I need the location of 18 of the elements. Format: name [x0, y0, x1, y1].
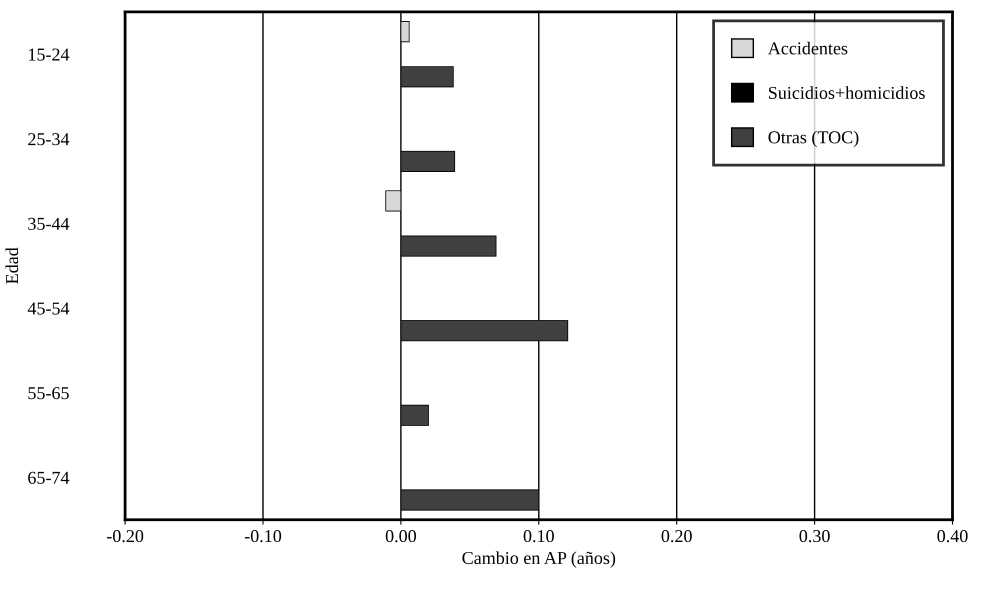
x-axis-title: Cambio en AP (años) — [462, 551, 616, 568]
legend-label: Otras (TOC) — [768, 130, 858, 148]
y-axis-title: Edad — [5, 247, 18, 284]
x-tick-label: 0.40 — [937, 530, 968, 542]
x-tick-label: 0.10 — [524, 530, 554, 542]
y-tick-label: 45-54 — [28, 302, 70, 315]
x-tick-label: 0.30 — [799, 530, 830, 542]
y-tick-label: 25-34 — [28, 133, 70, 146]
x-tick-label: -0.20 — [106, 530, 144, 542]
x-tick-label: 0.20 — [662, 530, 692, 542]
x-tick-label: -0.10 — [244, 530, 282, 542]
y-tick-label: 15-24 — [29, 48, 70, 61]
y-tick-label: 55-65 — [28, 387, 69, 400]
y-tick-label: 65-74 — [28, 472, 70, 484]
x-tick-label: 0.00 — [386, 530, 416, 542]
y-tick-label: 35-44 — [28, 218, 70, 230]
legend-label: Accidentes — [768, 42, 848, 54]
legend-label: Suicidios+homicidios — [768, 86, 925, 99]
